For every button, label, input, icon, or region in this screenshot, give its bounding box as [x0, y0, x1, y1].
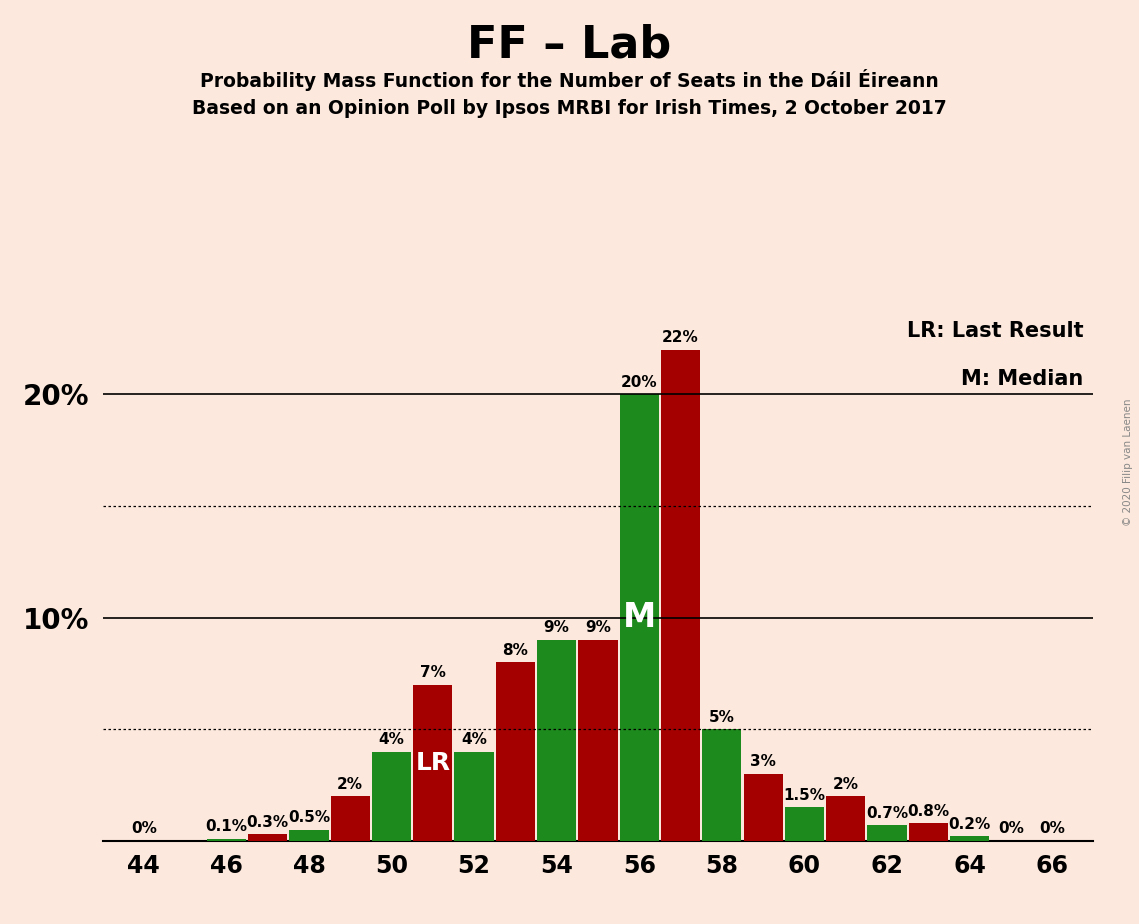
Text: Probability Mass Function for the Number of Seats in the Dáil Éireann: Probability Mass Function for the Number…	[200, 69, 939, 91]
Text: FF – Lab: FF – Lab	[467, 23, 672, 67]
Text: 20%: 20%	[621, 375, 657, 390]
Text: M: Median: M: Median	[961, 370, 1083, 389]
Bar	[661, 349, 700, 841]
Text: © 2020 Filip van Laenen: © 2020 Filip van Laenen	[1123, 398, 1133, 526]
Text: LR: LR	[416, 750, 450, 774]
Text: 2%: 2%	[337, 777, 363, 792]
Text: 4%: 4%	[378, 732, 404, 747]
Bar	[538, 639, 576, 841]
Text: Based on an Opinion Poll by Ipsos MRBI for Irish Times, 2 October 2017: Based on an Opinion Poll by Ipsos MRBI f…	[192, 99, 947, 118]
Bar	[413, 685, 452, 841]
Text: 0.2%: 0.2%	[949, 817, 991, 832]
Text: 0%: 0%	[131, 821, 157, 836]
Text: 5%: 5%	[708, 710, 735, 724]
Bar	[703, 729, 741, 841]
Text: 1.5%: 1.5%	[784, 788, 826, 803]
Text: 0%: 0%	[1039, 821, 1065, 836]
Bar	[207, 839, 246, 841]
Bar	[248, 834, 287, 841]
Bar	[909, 823, 948, 841]
Text: 0.3%: 0.3%	[247, 815, 288, 830]
Text: 0.1%: 0.1%	[205, 820, 247, 834]
Text: 7%: 7%	[420, 665, 445, 680]
Bar	[950, 836, 989, 841]
Bar	[454, 751, 493, 841]
Bar	[620, 395, 658, 841]
Text: 2%: 2%	[833, 777, 859, 792]
Text: 0.5%: 0.5%	[288, 810, 330, 825]
Bar	[372, 751, 411, 841]
Text: 0.8%: 0.8%	[908, 804, 949, 819]
Text: LR: Last Result: LR: Last Result	[907, 321, 1083, 341]
Text: 0.7%: 0.7%	[866, 806, 908, 821]
Bar	[289, 830, 328, 841]
Text: 22%: 22%	[662, 330, 699, 346]
Text: 4%: 4%	[461, 732, 487, 747]
Text: 9%: 9%	[585, 620, 611, 636]
Text: 9%: 9%	[543, 620, 570, 636]
Bar	[579, 639, 617, 841]
Bar	[868, 825, 907, 841]
Text: M: M	[623, 601, 656, 634]
Text: 0%: 0%	[998, 821, 1024, 836]
Bar	[826, 796, 866, 841]
Bar	[785, 808, 823, 841]
Text: 8%: 8%	[502, 643, 528, 658]
Bar	[495, 663, 535, 841]
Bar	[330, 796, 370, 841]
Bar	[744, 774, 782, 841]
Text: 3%: 3%	[751, 754, 776, 770]
